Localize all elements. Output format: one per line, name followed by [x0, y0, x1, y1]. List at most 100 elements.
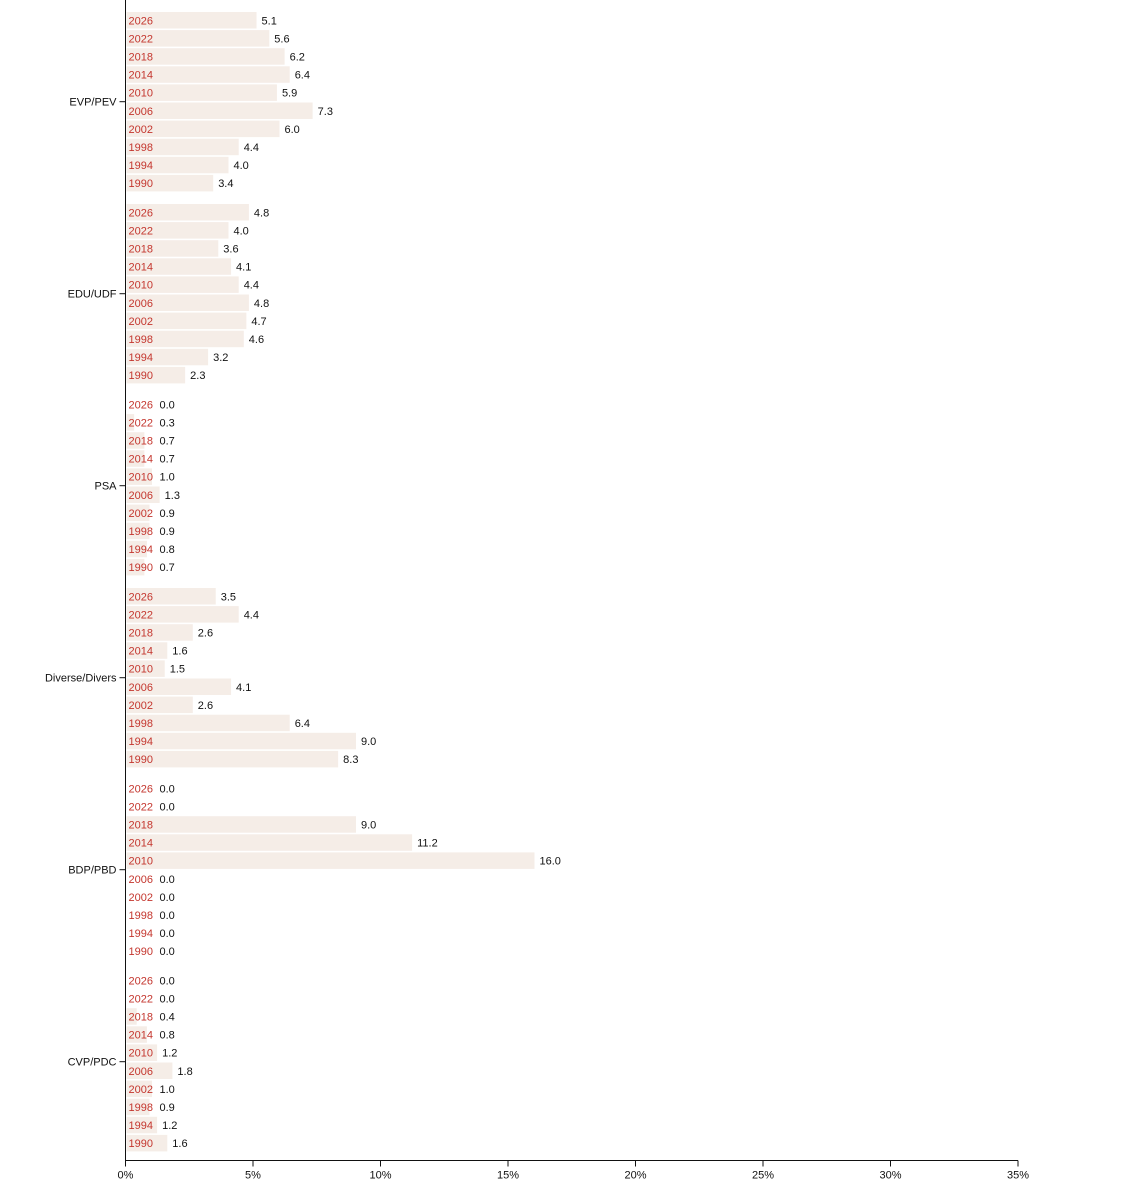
- value-label: 6.2: [290, 51, 305, 63]
- bar-diverse-divers-2026: [126, 588, 216, 605]
- bar-cvp-pdc-2010: [126, 1044, 158, 1061]
- year-label: 2002: [129, 1084, 153, 1096]
- bar-psa-1998: [126, 522, 150, 540]
- year-label: 1998: [129, 718, 153, 730]
- value-label: 0.0: [160, 783, 175, 795]
- bar-psa-1994: [126, 540, 147, 558]
- value-label: 7.3: [318, 106, 333, 118]
- bar-evp-pev-2018: [126, 48, 285, 65]
- year-label: 2026: [129, 783, 153, 795]
- bar-diverse-divers-2018: [126, 624, 193, 641]
- value-label: 0.0: [160, 399, 175, 411]
- bar-diverse-divers-2022: [126, 606, 239, 623]
- value-label: 1.2: [162, 1120, 177, 1132]
- year-label: 1998: [129, 910, 153, 922]
- bar-edu-udf-2006: [126, 294, 249, 311]
- year-label: 2010: [129, 856, 153, 868]
- year-label: 2010: [129, 88, 153, 100]
- value-label: 4.4: [244, 609, 259, 621]
- year-label: 2018: [129, 627, 153, 639]
- value-label: 4.4: [244, 142, 259, 154]
- value-label: 0.0: [160, 946, 175, 958]
- x-tick-label: 0%: [118, 1170, 134, 1182]
- year-label: 2022: [129, 993, 153, 1005]
- bar-evp-pev-1990: [126, 174, 214, 192]
- year-label: 2014: [129, 646, 153, 658]
- bar-psa-2006: [126, 486, 160, 503]
- year-label: 2014: [129, 70, 153, 82]
- year-label: 1998: [129, 142, 153, 154]
- value-label: 0.9: [160, 1102, 175, 1114]
- value-label: 0.7: [160, 454, 175, 466]
- value-label: 6.4: [295, 718, 310, 730]
- year-label: 2014: [129, 454, 153, 466]
- value-label: 4.8: [254, 298, 269, 310]
- group-label: EDU/UDF: [68, 289, 117, 301]
- bar-edu-udf-2010: [126, 276, 239, 293]
- value-label: 4.7: [251, 316, 266, 328]
- year-label: 2022: [129, 225, 153, 237]
- value-label: 0.0: [160, 910, 175, 922]
- x-tick-label: 15%: [497, 1170, 519, 1182]
- value-label: 16.0: [540, 856, 561, 868]
- bar-evp-pev-2022: [126, 30, 270, 47]
- year-label: 2002: [129, 892, 153, 904]
- value-label: 3.5: [221, 591, 236, 603]
- group-label: BDP/PBD: [68, 865, 116, 877]
- year-label: 1998: [129, 334, 153, 346]
- bar-diverse-divers-2014: [126, 642, 168, 659]
- year-label: 2006: [129, 106, 153, 118]
- year-label: 1990: [129, 1138, 153, 1150]
- year-label: 2002: [129, 508, 153, 520]
- bar-cvp-pdc-1998: [126, 1098, 150, 1116]
- bar-psa-2002: [126, 504, 150, 522]
- year-label: 1994: [129, 736, 153, 748]
- bar-edu-udf-2022: [126, 222, 229, 239]
- year-label: 2026: [129, 975, 153, 987]
- bar-cvp-pdc-2006: [126, 1062, 173, 1079]
- bar-diverse-divers-2006: [126, 678, 232, 695]
- bar-psa-1990: [126, 558, 145, 576]
- value-label: 0.8: [160, 544, 175, 556]
- bar-evp-pev-2006: [126, 102, 313, 119]
- bar-bdp-pbd-2010: [126, 852, 535, 869]
- value-label: 1.3: [165, 490, 180, 502]
- year-label: 2018: [129, 51, 153, 63]
- year-label: 2022: [129, 801, 153, 813]
- bar-edu-udf-2002: [126, 312, 247, 330]
- x-tick-label: 30%: [879, 1170, 901, 1182]
- value-label: 3.6: [223, 243, 238, 255]
- x-tick-label: 25%: [752, 1170, 774, 1182]
- year-label: 1994: [129, 352, 153, 364]
- value-label: 2.6: [198, 700, 213, 712]
- group-label: PSA: [94, 481, 117, 493]
- value-label: 0.9: [160, 508, 175, 520]
- group-label: Diverse/Divers: [45, 673, 117, 685]
- value-label: 1.8: [177, 1066, 192, 1078]
- year-label: 2006: [129, 490, 153, 502]
- bar-psa-2018: [126, 432, 145, 449]
- bar-cvp-pdc-1990: [126, 1134, 168, 1152]
- bar-edu-udf-1990: [126, 366, 186, 384]
- year-label: 2014: [129, 262, 153, 274]
- value-label: 0.3: [160, 417, 175, 429]
- value-label: 0.7: [160, 435, 175, 447]
- year-label: 2018: [129, 435, 153, 447]
- year-label: 2022: [129, 33, 153, 45]
- value-label: 0.4: [160, 1011, 175, 1023]
- bar-psa-2014: [126, 450, 145, 467]
- value-label: 0.8: [160, 1030, 175, 1042]
- value-label: 3.4: [218, 178, 233, 190]
- value-label: 5.9: [282, 88, 297, 100]
- bar-evp-pev-2002: [126, 120, 280, 138]
- value-label: 4.1: [236, 682, 251, 694]
- bar-edu-udf-1998: [126, 330, 244, 348]
- year-label: 1990: [129, 370, 153, 382]
- value-label: 6.4: [295, 70, 310, 82]
- bar-bdp-pbd-2018: [126, 816, 356, 833]
- group-label: CVP/PDC: [68, 1057, 117, 1069]
- bar-cvp-pdc-1994: [126, 1116, 158, 1134]
- value-label: 6.0: [285, 124, 300, 136]
- value-label: 4.4: [244, 280, 259, 292]
